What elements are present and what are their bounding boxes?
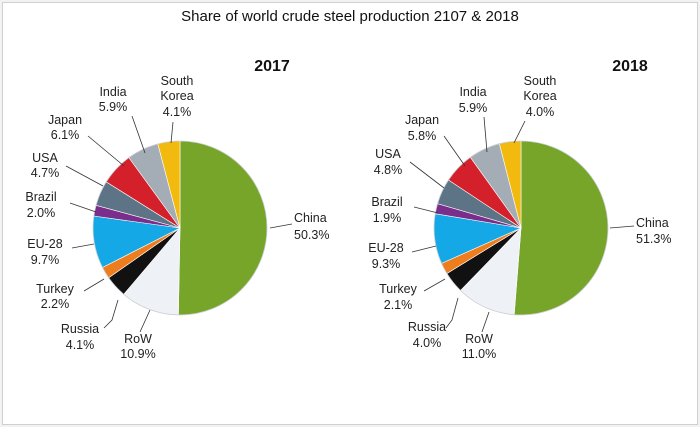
- leader-line-2017-usa: [65, 165, 104, 187]
- slice-name-2017-india: India: [99, 85, 126, 99]
- leader-line-2017-japan: [87, 135, 125, 167]
- slice-name-2018-brazil: Brazil: [371, 195, 402, 209]
- slice-value-2017-usa: 4.7%: [31, 166, 60, 180]
- slice-value-2018-south-korea: 4.0%: [526, 105, 555, 119]
- leader-line-2017-eu-28: [71, 243, 95, 249]
- leader-line-2018-south-korea: [513, 120, 526, 144]
- slice-name-2018-turkey: Turkey: [379, 282, 417, 296]
- slice-value-2018-russia: 4.0%: [413, 336, 442, 350]
- slice-name-2018-russia: Russia: [408, 320, 446, 334]
- pie-slice-2018-china: [513, 140, 609, 316]
- leader-line-2018-china: [609, 225, 635, 229]
- slice-value-2018-japan: 5.8%: [408, 129, 437, 143]
- leader-line-2018-japan: [443, 135, 466, 167]
- slice-name-2017-japan: Japan: [48, 113, 82, 127]
- leader-line-2018-russia: [445, 297, 459, 329]
- leader-line-2017-turkey: [83, 278, 105, 292]
- slice-value-2017-russia: 4.1%: [66, 338, 95, 352]
- leader-line-2018-row: [481, 311, 490, 333]
- leader-line-2017-india: [131, 115, 146, 154]
- slice-value-2017-japan: 6.1%: [51, 128, 80, 142]
- slice-value-2018-china: 51.3%: [636, 232, 671, 246]
- slice-value-2018-row: 11.0%: [462, 347, 497, 361]
- pie-outline-2017: [92, 140, 268, 316]
- leader-line-2017-south-korea: [170, 121, 174, 144]
- slice-name-2017-russia: Russia: [61, 322, 99, 336]
- slice-value-2017-china: 50.3%: [294, 228, 329, 242]
- slice-name-2017-eu-28: EU-28: [27, 237, 62, 251]
- leader-line-2018-turkey: [423, 278, 446, 292]
- slice-value-2018-eu-28: 9.3%: [372, 257, 401, 271]
- slice-value-2017-south-korea: 4.1%: [163, 105, 192, 119]
- slice-name-2017-turkey: Turkey: [36, 282, 74, 296]
- leader-line-2017-row: [139, 309, 151, 333]
- slice-value-2017-row: 10.9%: [120, 347, 155, 361]
- slice-name-2018-row: RoW: [465, 332, 493, 346]
- slice-name-2018-south-korea: Korea: [523, 89, 556, 103]
- slice-name-2018-china: China: [636, 216, 669, 230]
- slice-name-2017-south-korea: Korea: [160, 89, 193, 103]
- pie-title-2017: 2017: [254, 58, 290, 75]
- slice-name-2017-south-korea: South: [161, 74, 194, 88]
- slice-name-2017-china: China: [294, 211, 327, 225]
- slice-name-2017-row: RoW: [124, 332, 152, 346]
- slice-value-2018-turkey: 2.1%: [384, 298, 413, 312]
- slice-value-2017-india: 5.9%: [99, 100, 128, 114]
- slice-value-2018-usa: 4.8%: [374, 163, 403, 177]
- pie-title-2018: 2018: [612, 58, 648, 75]
- slice-name-2018-india: India: [459, 85, 486, 99]
- leader-line-2017-brazil: [69, 202, 97, 213]
- pie-outline-2018: [433, 140, 609, 316]
- slice-value-2017-turkey: 2.2%: [41, 297, 70, 311]
- slice-name-2018-eu-28: EU-28: [368, 241, 403, 255]
- chart-title: Share of world crude steel production 21…: [181, 8, 519, 25]
- leader-line-2018-brazil: [413, 206, 439, 214]
- slice-value-2018-india: 5.9%: [459, 101, 488, 115]
- slice-value-2017-brazil: 2.0%: [27, 206, 56, 220]
- slice-name-2018-japan: Japan: [405, 113, 439, 127]
- slice-name-2017-usa: USA: [32, 151, 58, 165]
- pie-slice-2017-china: [178, 140, 268, 316]
- slice-name-2018-south-korea: South: [524, 74, 557, 88]
- leader-line-2018-india: [483, 116, 488, 153]
- slice-value-2018-brazil: 1.9%: [373, 211, 402, 225]
- slice-value-2017-eu-28: 9.7%: [31, 253, 60, 267]
- leader-line-2018-eu-28: [411, 245, 437, 253]
- leader-line-2018-usa: [409, 161, 445, 189]
- leader-line-2017-russia: [103, 299, 119, 329]
- slice-name-2018-usa: USA: [375, 147, 401, 161]
- slice-name-2017-brazil: Brazil: [25, 190, 56, 204]
- leader-line-2017-china: [269, 223, 293, 229]
